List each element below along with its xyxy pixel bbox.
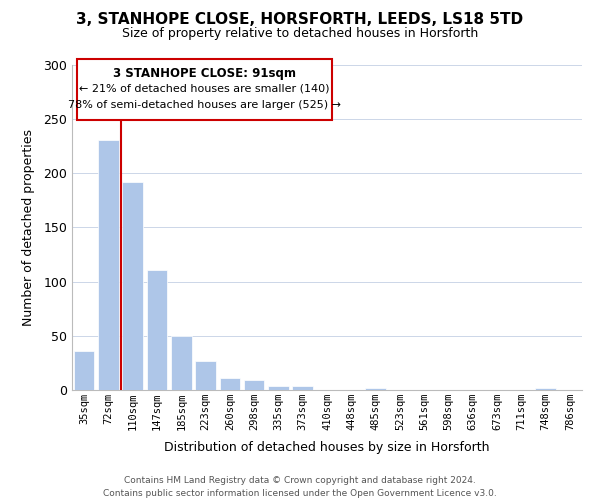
Text: Size of property relative to detached houses in Horsforth: Size of property relative to detached ho… bbox=[122, 28, 478, 40]
FancyBboxPatch shape bbox=[77, 58, 332, 120]
Bar bbox=[220, 378, 240, 390]
Bar bbox=[74, 351, 94, 390]
Bar bbox=[365, 388, 386, 390]
Bar bbox=[122, 182, 143, 390]
Bar bbox=[171, 336, 191, 390]
Bar bbox=[244, 380, 265, 390]
X-axis label: Distribution of detached houses by size in Horsforth: Distribution of detached houses by size … bbox=[164, 442, 490, 454]
Text: 3, STANHOPE CLOSE, HORSFORTH, LEEDS, LS18 5TD: 3, STANHOPE CLOSE, HORSFORTH, LEEDS, LS1… bbox=[76, 12, 524, 28]
Y-axis label: Number of detached properties: Number of detached properties bbox=[22, 129, 35, 326]
Text: 3 STANHOPE CLOSE: 91sqm: 3 STANHOPE CLOSE: 91sqm bbox=[113, 66, 296, 80]
Bar bbox=[98, 140, 119, 390]
Bar bbox=[268, 386, 289, 390]
Text: 78% of semi-detached houses are larger (525) →: 78% of semi-detached houses are larger (… bbox=[68, 100, 341, 110]
Bar bbox=[195, 361, 216, 390]
Bar bbox=[146, 270, 167, 390]
Bar bbox=[292, 386, 313, 390]
Text: ← 21% of detached houses are smaller (140): ← 21% of detached houses are smaller (14… bbox=[79, 84, 330, 94]
Bar bbox=[535, 388, 556, 390]
Text: Contains HM Land Registry data © Crown copyright and database right 2024.
Contai: Contains HM Land Registry data © Crown c… bbox=[103, 476, 497, 498]
